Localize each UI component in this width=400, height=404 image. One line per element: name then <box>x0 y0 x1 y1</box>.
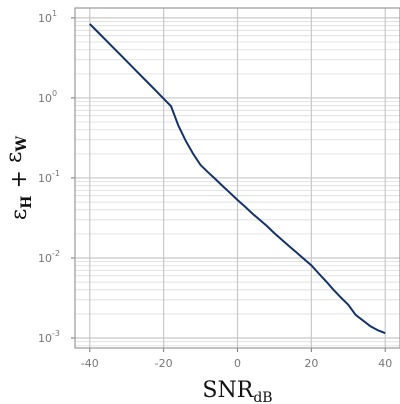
y-tick-label: 101 <box>38 9 57 25</box>
y-tick-base: 10 <box>38 332 52 345</box>
x-axis-label: SNRdB <box>202 378 272 404</box>
x-tick-label: 40 <box>378 357 392 370</box>
y-label-part: ε <box>2 152 27 163</box>
plot-frame <box>74 7 400 349</box>
y-tick-exponent: -3 <box>52 329 60 338</box>
y-tick-base: 10 <box>38 12 52 25</box>
y-tick-base: 10 <box>38 252 52 265</box>
y-tick-label: 10-3 <box>38 329 60 345</box>
data-line <box>89 23 386 335</box>
y-label-sub: W <box>14 136 30 153</box>
y-tick-exponent: 0 <box>52 89 57 98</box>
x-tick-label: -20 <box>155 357 173 370</box>
y-tick-base: 10 <box>38 92 52 105</box>
x-tick-label: 20 <box>304 357 318 370</box>
y-tick-label: 10-1 <box>38 169 60 185</box>
y-tick-base: 10 <box>38 172 52 185</box>
x-label-main: SNR <box>202 378 254 403</box>
y-tick-exponent: -2 <box>52 249 60 258</box>
x-label-sub: dB <box>253 390 272 404</box>
y-tick-label: 10-2 <box>38 249 60 265</box>
y-label-part: + <box>7 163 32 195</box>
y-label-sub: H <box>19 195 35 208</box>
y-tick-exponent: 1 <box>52 9 57 18</box>
y-label-part: ε <box>7 209 32 220</box>
y-axis-label: εH + εW <box>2 136 35 220</box>
y-tick-label: 100 <box>38 89 57 105</box>
x-tick-label: -40 <box>81 357 99 370</box>
x-tick-label: 0 <box>234 357 241 370</box>
y-tick-exponent: -1 <box>52 169 60 178</box>
